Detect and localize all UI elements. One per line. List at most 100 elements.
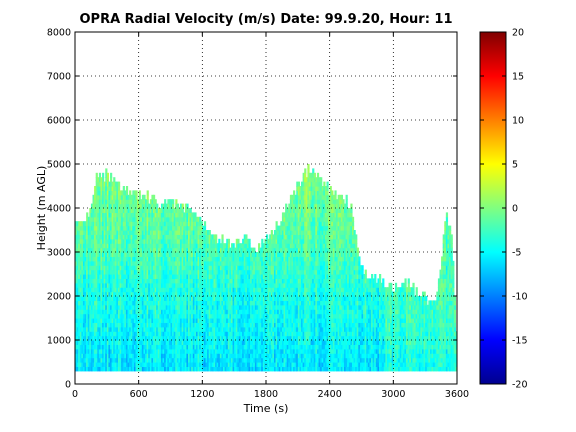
heatmap-cell: [242, 318, 245, 323]
heatmap-cell: [278, 344, 281, 350]
heatmap-cell: [261, 304, 264, 310]
heatmap-cell: [253, 309, 256, 315]
heatmap-cell: [125, 287, 129, 293]
heatmap-cell: [149, 208, 152, 213]
heatmap-cell: [116, 282, 119, 288]
heatmap-cell: [75, 344, 78, 350]
heatmap-cell: [129, 252, 132, 257]
heatmap-cell: [194, 216, 197, 222]
heatmap-cell: [117, 362, 121, 367]
heatmap-cell: [258, 282, 261, 288]
heatmap-cell: [294, 221, 297, 227]
heatmap-cell: [215, 353, 218, 359]
heatmap-cell: [106, 243, 110, 249]
heatmap-cell: [229, 340, 232, 345]
heatmap-cell: [82, 260, 86, 266]
heatmap-cell: [269, 269, 272, 275]
heatmap-cell: [235, 252, 238, 257]
heatmap-cell: [186, 322, 189, 328]
heatmap-cell: [259, 278, 262, 284]
heatmap-cell: [232, 296, 235, 301]
heatmap-cell: [110, 221, 113, 227]
heatmap-cell: [223, 326, 226, 332]
heatmap-cell: [294, 282, 297, 288]
heatmap-cell: [76, 348, 79, 354]
heatmap-cell: [197, 353, 200, 359]
heatmap-cell: [164, 318, 167, 323]
heatmap-cell: [106, 221, 110, 227]
heatmap-cell: [207, 252, 210, 257]
heatmap-cell: [245, 265, 248, 271]
heatmap-cell: [114, 203, 117, 209]
heatmap-cell: [94, 274, 97, 279]
heatmap-cell: [111, 265, 114, 271]
heatmap-cell: [106, 296, 110, 301]
heatmap-cell: [234, 353, 237, 359]
heatmap-cell: [213, 313, 216, 319]
heatmap-cell: [127, 278, 130, 284]
heatmap-cell: [168, 274, 172, 279]
heatmap-cell: [224, 282, 227, 288]
heatmap-cell: [208, 313, 211, 319]
heatmap-cell: [245, 340, 248, 345]
heatmap-cell: [159, 221, 162, 227]
heatmap-cell: [156, 348, 159, 354]
heatmap-cell: [108, 247, 111, 253]
heatmap-cell: [269, 278, 272, 284]
heatmap-cell: [100, 199, 103, 205]
heatmap-cell: [208, 344, 211, 350]
heatmap-cell: [132, 199, 135, 205]
heatmap-cell: [92, 234, 95, 240]
heatmap-cell: [97, 353, 100, 359]
heatmap-cell: [194, 300, 197, 306]
heatmap-cell: [221, 265, 224, 271]
heatmap-cell: [145, 353, 148, 359]
heatmap-cell: [81, 322, 84, 328]
heatmap-cell: [176, 287, 180, 293]
heatmap-cell: [272, 318, 275, 323]
heatmap-cell: [230, 366, 234, 372]
heatmap-cell: [202, 353, 205, 359]
heatmap-cell: [140, 291, 143, 297]
heatmap-cell: [130, 265, 133, 271]
heatmap-cell: [138, 366, 141, 372]
heatmap-cell: [164, 243, 167, 249]
heatmap-cell: [106, 300, 110, 306]
heatmap-cell: [165, 203, 168, 209]
heatmap-cell: [238, 366, 242, 372]
heatmap-cell: [111, 212, 114, 218]
heatmap-cell: [78, 265, 81, 271]
heatmap-cell: [102, 221, 105, 227]
heatmap-cell: [283, 247, 286, 253]
heatmap-cell: [159, 340, 162, 345]
heatmap-cell: [230, 260, 234, 266]
heatmap-cell: [183, 331, 186, 337]
heatmap-cell: [146, 212, 149, 218]
heatmap-cell: [122, 344, 125, 350]
heatmap-cell: [113, 212, 116, 218]
heatmap-cell: [79, 247, 82, 253]
heatmap-cell: [75, 282, 78, 288]
heatmap-cell: [221, 252, 224, 257]
heatmap-cell: [84, 313, 87, 319]
heatmap-cell: [289, 256, 293, 262]
heatmap-cell: [288, 313, 291, 319]
heatmap-cell: [89, 335, 92, 341]
heatmap-cell: [294, 287, 297, 293]
heatmap-cell: [259, 366, 262, 372]
heatmap-cell: [250, 309, 253, 315]
heatmap-cell: [270, 362, 273, 367]
heatmap-cell: [173, 274, 176, 279]
heatmap-cell: [157, 260, 160, 266]
heatmap-cell: [272, 252, 275, 257]
heatmap-cell: [132, 344, 135, 350]
heatmap-cell: [124, 199, 127, 205]
heatmap-cell: [97, 304, 100, 310]
heatmap-cell: [98, 331, 102, 337]
heatmap-cell: [84, 291, 87, 297]
heatmap-cell: [129, 313, 132, 319]
heatmap-cell: [203, 230, 207, 235]
chart-title: OPRA Radial Velocity (m/s) Date: 99.9.20…: [79, 12, 452, 27]
heatmap-cell: [183, 318, 186, 323]
heatmap-cell: [188, 309, 191, 315]
